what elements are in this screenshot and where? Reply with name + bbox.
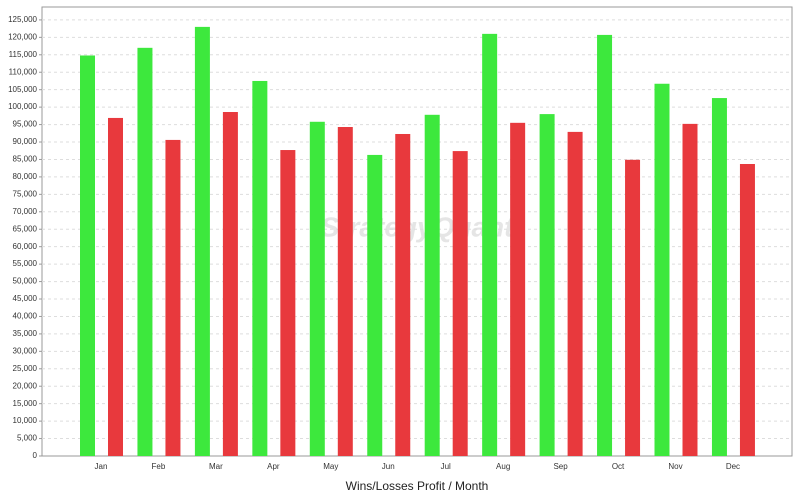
bar bbox=[567, 131, 583, 456]
bar bbox=[682, 123, 698, 457]
y-tick-label: 25,000 bbox=[13, 364, 38, 373]
y-tick-label: 70,000 bbox=[13, 207, 38, 216]
x-tick-label: Jun bbox=[382, 462, 395, 471]
x-tick-label: Nov bbox=[668, 462, 682, 471]
bar bbox=[395, 133, 411, 456]
x-tick-label: Jan bbox=[95, 462, 108, 471]
bar bbox=[222, 112, 238, 457]
bar bbox=[482, 33, 498, 456]
y-tick-label: 50,000 bbox=[13, 277, 38, 286]
x-tick-label: Jul bbox=[441, 462, 451, 471]
y-tick-label: 15,000 bbox=[13, 399, 38, 408]
bar bbox=[654, 83, 670, 456]
y-tick-label: 60,000 bbox=[13, 242, 38, 251]
y-tick-label: 65,000 bbox=[13, 224, 38, 233]
y-tick-label: 55,000 bbox=[13, 259, 38, 268]
y-tick-label: 105,000 bbox=[8, 85, 37, 94]
y-tick-label: 100,000 bbox=[8, 102, 37, 111]
bar bbox=[597, 34, 613, 457]
x-tick-label: Apr bbox=[267, 462, 280, 471]
y-tick-label: 120,000 bbox=[8, 32, 37, 41]
bar bbox=[280, 150, 296, 456]
y-tick-label: 90,000 bbox=[13, 137, 38, 146]
y-tick-label: 0 bbox=[33, 451, 38, 460]
y-tick-label: 20,000 bbox=[13, 381, 38, 390]
y-tick-label: 85,000 bbox=[13, 155, 38, 164]
y-tick-label: 35,000 bbox=[13, 329, 38, 338]
y-tick-label: 95,000 bbox=[13, 120, 38, 129]
x-tick-label: Aug bbox=[496, 462, 510, 471]
y-tick-label: 80,000 bbox=[13, 172, 38, 181]
bar bbox=[165, 139, 181, 456]
bar bbox=[367, 154, 383, 456]
x-axis-label: Wins/Losses Profit / Month bbox=[346, 479, 489, 493]
bar bbox=[309, 121, 325, 457]
y-tick-label: 115,000 bbox=[9, 50, 38, 59]
bar bbox=[739, 163, 755, 456]
bar bbox=[539, 114, 555, 456]
x-tick-label: Feb bbox=[152, 462, 166, 471]
bar bbox=[424, 114, 440, 456]
bar bbox=[452, 151, 468, 456]
y-tick-label: 40,000 bbox=[13, 312, 38, 321]
y-tick-label: 30,000 bbox=[13, 346, 38, 355]
bar bbox=[108, 117, 123, 457]
y-tick-label: 110,000 bbox=[9, 67, 38, 76]
bar bbox=[510, 122, 526, 456]
bar bbox=[252, 80, 268, 456]
x-tick-label: Mar bbox=[209, 462, 223, 471]
bar bbox=[137, 47, 153, 457]
bar bbox=[337, 127, 353, 457]
x-tick-label: Sep bbox=[553, 462, 568, 471]
bar bbox=[194, 26, 210, 457]
x-tick-label: Oct bbox=[612, 462, 625, 471]
y-tick-label: 10,000 bbox=[13, 416, 38, 425]
x-tick-label: Dec bbox=[726, 462, 740, 471]
bar bbox=[711, 98, 727, 457]
y-tick-label: 5,000 bbox=[17, 434, 38, 443]
bar bbox=[80, 55, 95, 456]
y-tick-label: 125,000 bbox=[8, 15, 37, 24]
y-tick-label: 75,000 bbox=[13, 189, 38, 198]
y-tick-label: 45,000 bbox=[13, 294, 38, 303]
bar bbox=[625, 159, 641, 457]
x-tick-label: May bbox=[323, 462, 338, 471]
